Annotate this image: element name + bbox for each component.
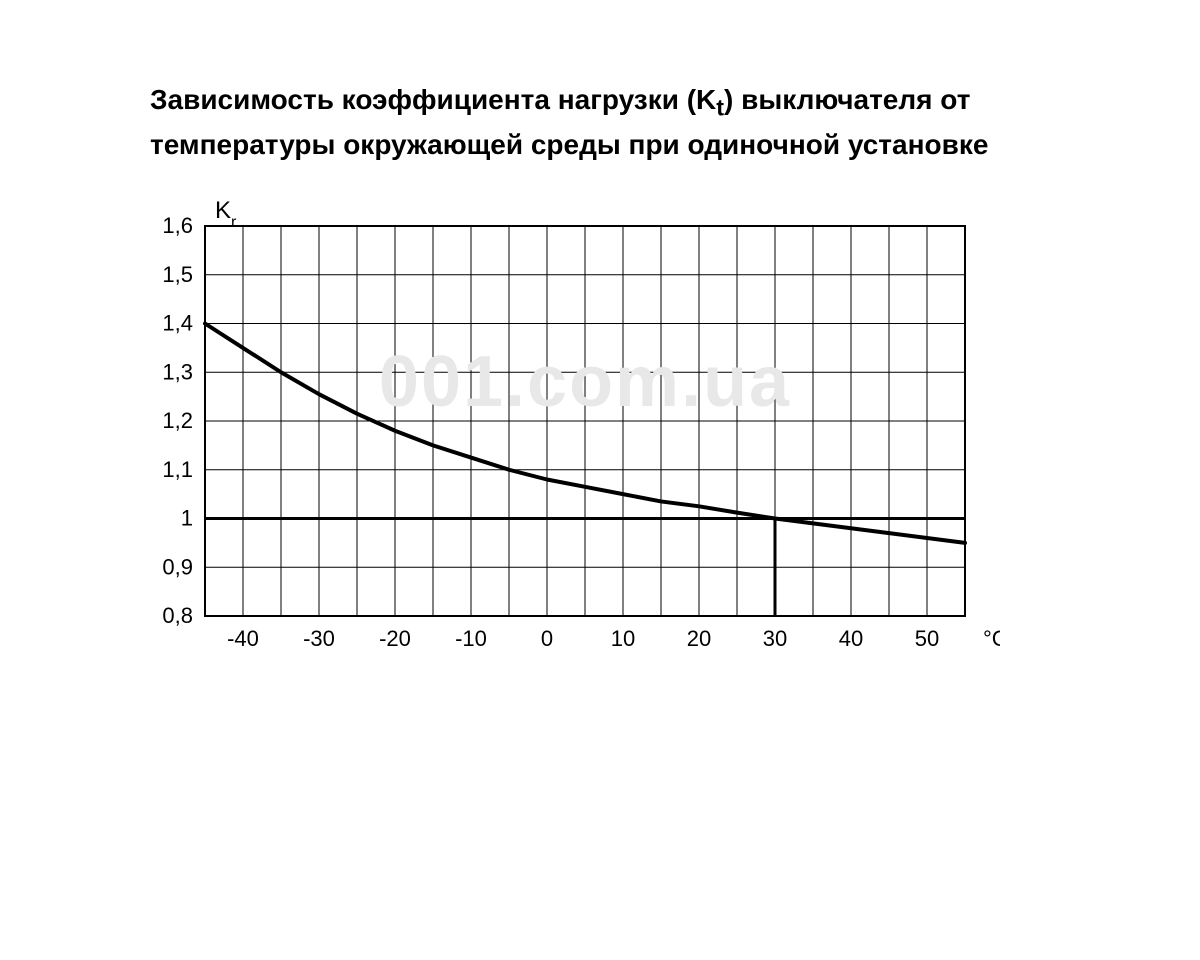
svg-text:-30: -30 — [303, 626, 335, 651]
svg-text:1: 1 — [181, 506, 193, 531]
title-line1-b: ) выключателя от — [724, 84, 970, 115]
chart-area: 001.com.ua -40-30-20-1001020304050°C0,80… — [100, 196, 1000, 676]
svg-text:10: 10 — [611, 626, 635, 651]
svg-text:20: 20 — [687, 626, 711, 651]
title-line2: температуры окружающей среды при одиночн… — [150, 129, 988, 160]
svg-text:0,8: 0,8 — [162, 603, 193, 628]
svg-text:-10: -10 — [455, 626, 487, 651]
svg-text:30: 30 — [763, 626, 787, 651]
svg-text:-40: -40 — [227, 626, 259, 651]
svg-text:-20: -20 — [379, 626, 411, 651]
svg-text:0: 0 — [541, 626, 553, 651]
svg-text:°C: °C — [983, 626, 1000, 651]
line-chart: -40 -30 -20 -10 0 10 20 30 40 50 °C 0,8 0,9 1 1,1 1,2 1,… — [100, 196, 1000, 676]
svg-text:0,9: 0,9 — [162, 554, 193, 579]
chart-title: Зависимость коэффициента нагрузки (Kt) в… — [100, 80, 1100, 166]
svg-text:1,6: 1,6 — [162, 213, 193, 238]
title-sub: t — [716, 95, 724, 121]
svg-text:1,2: 1,2 — [162, 408, 193, 433]
svg-text:50: 50 — [915, 626, 939, 651]
svg-text:40: 40 — [839, 626, 863, 651]
svg-text:1,5: 1,5 — [162, 262, 193, 287]
figure-container: Зависимость коэффициента нагрузки (Kt) в… — [100, 0, 1100, 880]
svg-text:1,4: 1,4 — [162, 311, 193, 336]
svg-text:1,3: 1,3 — [162, 359, 193, 384]
title-line1-a: Зависимость коэффициента нагрузки (K — [150, 84, 716, 115]
svg-text:1,1: 1,1 — [162, 457, 193, 482]
